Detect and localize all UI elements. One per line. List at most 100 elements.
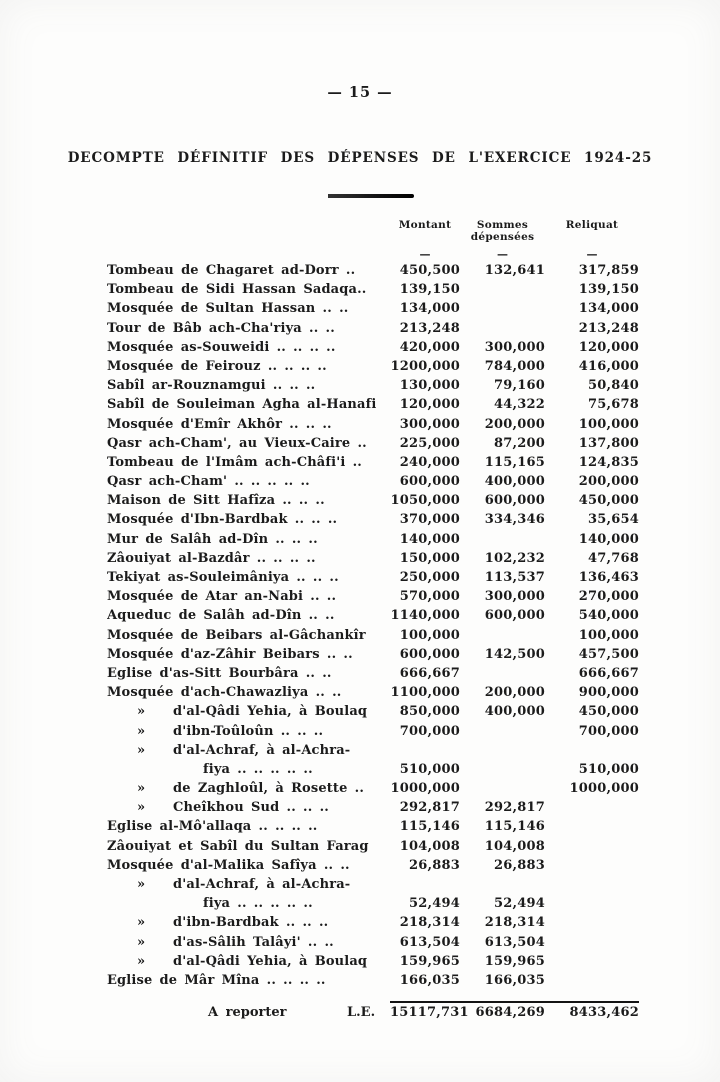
- table-row: » d'ibn-Toûloûn .. .. .. 700,000 700,000: [107, 722, 639, 741]
- montant-value: 370,000: [399, 512, 460, 528]
- reliquat-value: 540,000: [578, 608, 639, 624]
- reliquat-value: 139,150: [578, 282, 639, 298]
- row-label: de Zaghloûl, à Rosette ..: [173, 781, 365, 797]
- table-row: » d'al-Achraf, à al-Achra-: [107, 875, 639, 894]
- montant-value: 850,000: [399, 704, 460, 720]
- montant-value: 120,000: [399, 397, 460, 413]
- row-label: Mosquée d'al-Malika Safîya .. ..: [107, 857, 350, 873]
- table-row: Eglise d'as-Sitt Bourbâra .. .. 666,667 …: [107, 664, 639, 683]
- row-name-cell: Aqueduc de Salâh ad-Dîn .. ..: [107, 606, 390, 625]
- montant-value: 250,000: [399, 570, 460, 585]
- table-row: » d'al-Qâdi Yehia, à Boulaq 159,965 159,…: [107, 952, 639, 971]
- row-label: Zâouiyat al-Bazdâr .. .. .. ..: [107, 550, 316, 566]
- total-row: A reporter L.E. 15117,731 6684,269 8433,…: [107, 1001, 639, 1020]
- row-name-cell: Sabîl de Souleiman Agha al-Hanafi: [107, 395, 390, 414]
- dash-spacer: [107, 248, 390, 261]
- table-row: » d'al-Achraf, à al-Achra-: [107, 741, 639, 760]
- reliquat-value: 416,000: [578, 358, 639, 374]
- row-name-cell: » d'al-Qâdi Yehia, à Boulaq: [107, 702, 390, 721]
- depensees-value: 102,232: [484, 550, 545, 566]
- row-label: Maison de Sitt Hafîza .. .. ..: [107, 493, 325, 509]
- depensees-value: 79,160: [494, 378, 545, 394]
- depensees-value: [460, 319, 545, 338]
- table-row: Tombeau de Chagaret ad-Dorr .. 450,500 1…: [107, 261, 639, 280]
- header-spacer: [107, 220, 390, 243]
- row-label: Mosquée d'Emîr Akhôr .. .. ..: [107, 416, 332, 432]
- row-name-cell: Sabîl ar-Rouznamgui .. .. ..: [107, 376, 390, 395]
- row-label: Eglise de Mâr Mîna .. .. .. ..: [107, 972, 326, 988]
- reliquat-value: 50,840: [588, 378, 639, 394]
- row-name-cell: » de Zaghloûl, à Rosette ..: [107, 779, 390, 798]
- table-row: Qasr ach-Cham' .. .. .. .. .. 600,000 40…: [107, 472, 639, 491]
- row-label: Mosquée de Feirouz .. .. .. ..: [107, 358, 327, 374]
- dash-reliquat: —: [586, 248, 598, 261]
- reliquat-value: 317,859: [578, 263, 639, 278]
- reliquat-value: [545, 933, 639, 952]
- reliquat-value: [545, 875, 639, 894]
- montant-value: 218,314: [399, 915, 460, 931]
- depensees-value: 142,500: [484, 646, 545, 662]
- row-label: Mosquée de Sultan Hassan .. ..: [107, 301, 349, 317]
- table-body: Tombeau de Chagaret ad-Dorr .. 450,500 1…: [107, 261, 639, 990]
- row-label: Tombeau de Chagaret ad-Dorr ..: [107, 263, 356, 278]
- depensees-value: 132,641: [484, 263, 545, 278]
- row-name-cell: Tekiyat as-Souleimâniya .. .. ..: [107, 568, 390, 587]
- montant-value: 600,000: [399, 474, 460, 490]
- depensees-value: 218,314: [484, 915, 545, 931]
- montant-value: 600,000: [399, 646, 460, 662]
- row-label: d'al-Qâdi Yehia, à Boulaq: [173, 704, 368, 720]
- row-name-cell: Mosquée de Beibars al-Gâchankîr: [107, 626, 390, 645]
- table-row: Zâouiyat et Sabîl du Sultan Farag 104,00…: [107, 837, 639, 856]
- ditto-mark: »: [137, 704, 146, 720]
- reliquat-value: [545, 971, 639, 990]
- montant-value: 213,248: [399, 320, 460, 336]
- table-row: Eglise al-Mô'allaqa .. .. .. .. 115,146 …: [107, 817, 639, 836]
- ditto-mark: »: [137, 934, 146, 950]
- depensees-value: 400,000: [484, 474, 545, 490]
- reliquat-value: 120,000: [578, 339, 639, 355]
- table-row: Maison de Sitt Hafîza .. .. .. 1050,000 …: [107, 491, 639, 510]
- table-row: » de Zaghloûl, à Rosette .. 1000,000 100…: [107, 779, 639, 798]
- row-name-cell: » d'al-Achraf, à al-Achra-: [107, 875, 390, 894]
- depensees-value: 115,146: [484, 819, 545, 835]
- montant-value: 240,000: [399, 454, 460, 470]
- column-header-sommes-depensees: Sommes dépensées: [460, 219, 545, 243]
- table-row: Tombeau de Sidi Hassan Sadaqa.. 139,150 …: [107, 280, 639, 299]
- reliquat-value: [545, 817, 639, 836]
- montant-value: 159,965: [399, 953, 460, 969]
- depensees-value: 784,000: [484, 358, 545, 374]
- table-row: Mosquée d'ach-Chawazliya .. .. 1100,000 …: [107, 683, 639, 702]
- row-name-cell: Mosquée d'ach-Chawazliya .. ..: [107, 683, 390, 702]
- row-name-cell: Eglise de Mâr Mîna .. .. .. ..: [107, 971, 390, 990]
- reliquat-value: 450,000: [578, 704, 639, 720]
- depensees-value: [460, 530, 545, 549]
- reliquat-value: [545, 798, 639, 817]
- depensees-value: 166,035: [484, 972, 545, 988]
- montant-value: 450,500: [399, 263, 460, 278]
- row-name-cell: fiya .. .. .. .. ..: [107, 894, 390, 913]
- title-rule: [328, 194, 414, 198]
- row-name-cell: Mosquée de Sultan Hassan .. ..: [107, 299, 390, 318]
- reliquat-value: 75,678: [588, 397, 639, 413]
- depensees-value: 87,200: [494, 435, 545, 451]
- table-row: Mosquée d'az-Zâhir Beibars .. .. 600,000…: [107, 645, 639, 664]
- row-label: Zâouiyat et Sabîl du Sultan Farag: [107, 838, 369, 854]
- table-row: Mosquée as-Souweidi .. .. .. .. 420,000 …: [107, 338, 639, 357]
- depensees-value: 600,000: [484, 608, 545, 624]
- row-name-cell: » Cheîkhou Sud .. .. ..: [107, 798, 390, 817]
- row-label: Mosquée as-Souweidi .. .. .. ..: [107, 339, 336, 355]
- montant-value: 150,000: [399, 550, 460, 566]
- reliquat-value: 100,000: [578, 627, 639, 643]
- depensees-value: [460, 875, 545, 894]
- row-label: d'ibn-Bardbak .. .. ..: [173, 915, 329, 931]
- table-row: Mosquée d'Ibn-Bardbak .. .. .. 370,000 3…: [107, 510, 639, 529]
- table-row: Mur de Salâh ad-Dîn .. .. .. 140,000 140…: [107, 530, 639, 549]
- row-name-cell: Mosquée d'Ibn-Bardbak .. .. ..: [107, 510, 390, 529]
- row-name-cell: Qasr ach-Cham', au Vieux-Caire ..: [107, 434, 390, 453]
- row-label: Mosquée de Atar an-Nabi .. ..: [107, 589, 337, 605]
- dash-montant: —: [419, 248, 431, 261]
- depensees-value: [460, 760, 545, 779]
- row-label: d'as-Sâlih Talâyi' .. ..: [173, 934, 334, 950]
- montant-value: [390, 875, 460, 894]
- reliquat-value: 510,000: [578, 761, 639, 777]
